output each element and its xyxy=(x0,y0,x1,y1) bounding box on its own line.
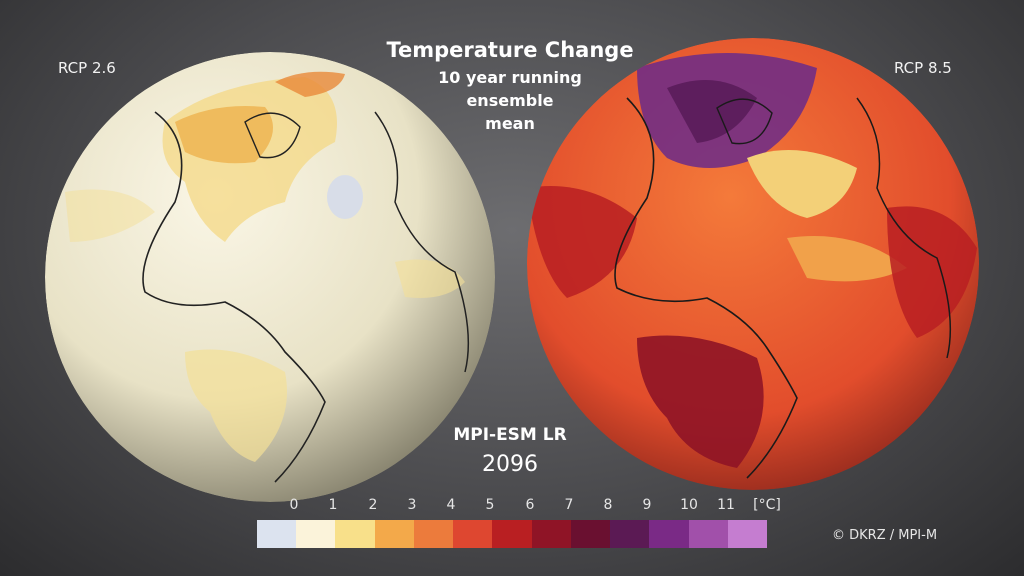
legend-tick: 10 xyxy=(680,497,698,513)
legend-swatch xyxy=(257,520,297,548)
legend-swatch xyxy=(296,520,336,548)
right-scenario-label: RCP 8.5 xyxy=(894,59,952,77)
legend-ticks: 0 1 2 3 4 5 6 7 8 9 10 11 [°C] xyxy=(257,497,787,517)
legend-tick: 7 xyxy=(564,497,574,513)
legend-swatch xyxy=(727,520,768,548)
legend-tick: 2 xyxy=(368,497,378,513)
legend-swatch xyxy=(453,520,493,548)
title-block: Temperature Change 10 year running ensem… xyxy=(380,38,640,135)
legend-unit: [°C] xyxy=(753,497,781,513)
legend-swatch xyxy=(492,520,532,548)
legend-swatch xyxy=(649,520,689,548)
legend-tick: 0 xyxy=(289,497,299,513)
legend-tick: 6 xyxy=(525,497,535,513)
legend-color-bar xyxy=(257,520,768,548)
page-title: Temperature Change xyxy=(386,38,634,62)
legend-tick: 11 xyxy=(717,497,735,513)
credit-label: © DKRZ / MPI-M xyxy=(832,528,938,543)
legend-swatch xyxy=(688,520,728,548)
legend-tick: 4 xyxy=(446,497,456,513)
subtitle-line-1: 10 year running xyxy=(438,68,582,87)
legend-swatch xyxy=(413,520,454,548)
legend-swatch xyxy=(374,520,414,548)
legend-swatch xyxy=(335,520,375,548)
subtitle-line-3: mean xyxy=(485,114,535,133)
globe-rcp85 xyxy=(527,38,979,490)
year-label: 2096 xyxy=(482,452,538,477)
legend-tick: 9 xyxy=(642,497,652,513)
left-scenario-label: RCP 2.6 xyxy=(58,59,116,77)
legend-tick: 5 xyxy=(485,497,495,513)
legend-swatch xyxy=(531,520,571,548)
legend-tick: 8 xyxy=(603,497,613,513)
model-name: MPI-ESM LR xyxy=(453,425,567,445)
subtitle-line-2: ensemble xyxy=(466,91,554,110)
globe-rcp26 xyxy=(45,52,495,502)
legend-swatch xyxy=(570,520,611,548)
legend-tick: 3 xyxy=(407,497,417,513)
legend-swatch xyxy=(610,520,650,548)
legend-tick: 1 xyxy=(328,497,338,513)
